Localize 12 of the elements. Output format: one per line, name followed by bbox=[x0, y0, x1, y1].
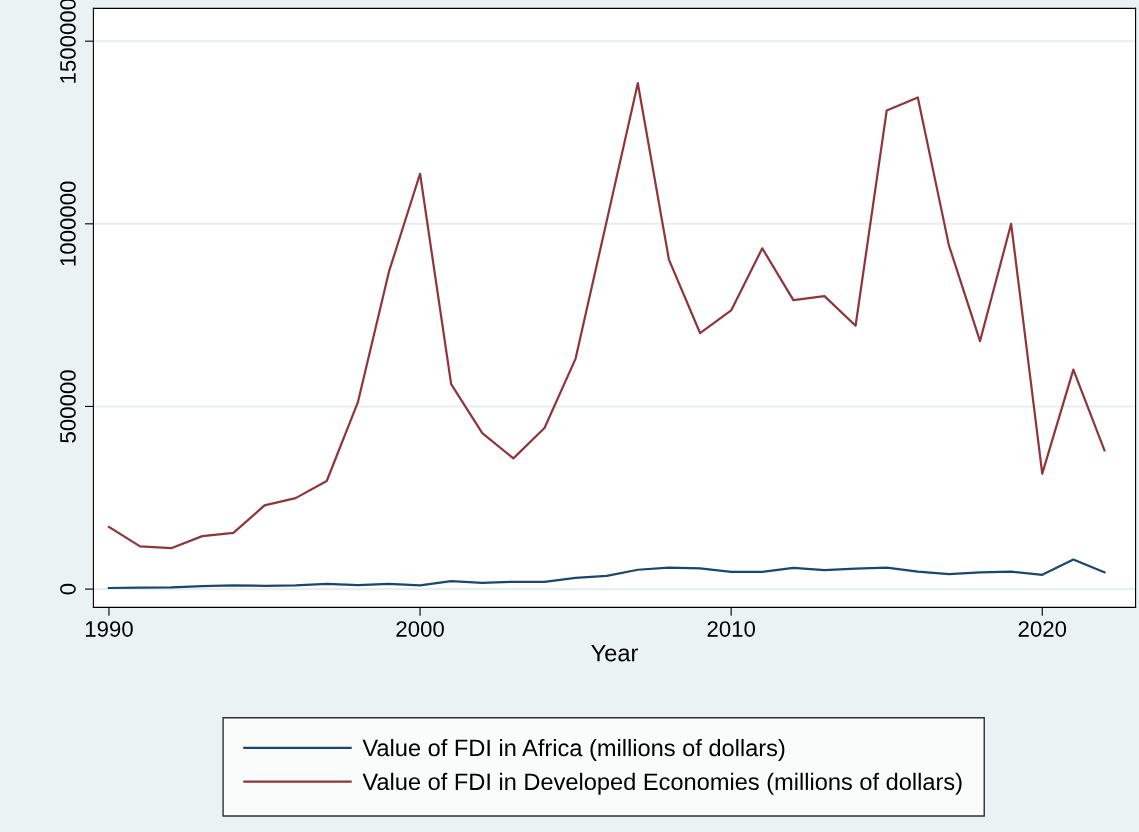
legend-label: Value of FDI in Africa (millions of dollars) bbox=[362, 738, 785, 761]
x-tick-label: 2020 bbox=[1018, 621, 1067, 637]
x-tick-label: 2000 bbox=[396, 621, 444, 637]
y-tick-label: 500000 bbox=[60, 370, 76, 443]
line-series bbox=[107, 82, 1106, 550]
y-tick-label: 1000000 bbox=[60, 181, 76, 266]
legend-label: Value of FDI in Developed Economies (millions of dollars) bbox=[362, 772, 962, 795]
x-tick-label: 1990 bbox=[85, 621, 133, 637]
x-axis-title: Year bbox=[591, 644, 638, 662]
line-series bbox=[107, 558, 1106, 590]
y-tick-label: 0 bbox=[60, 583, 76, 595]
x-tick-label: 2010 bbox=[707, 621, 755, 637]
